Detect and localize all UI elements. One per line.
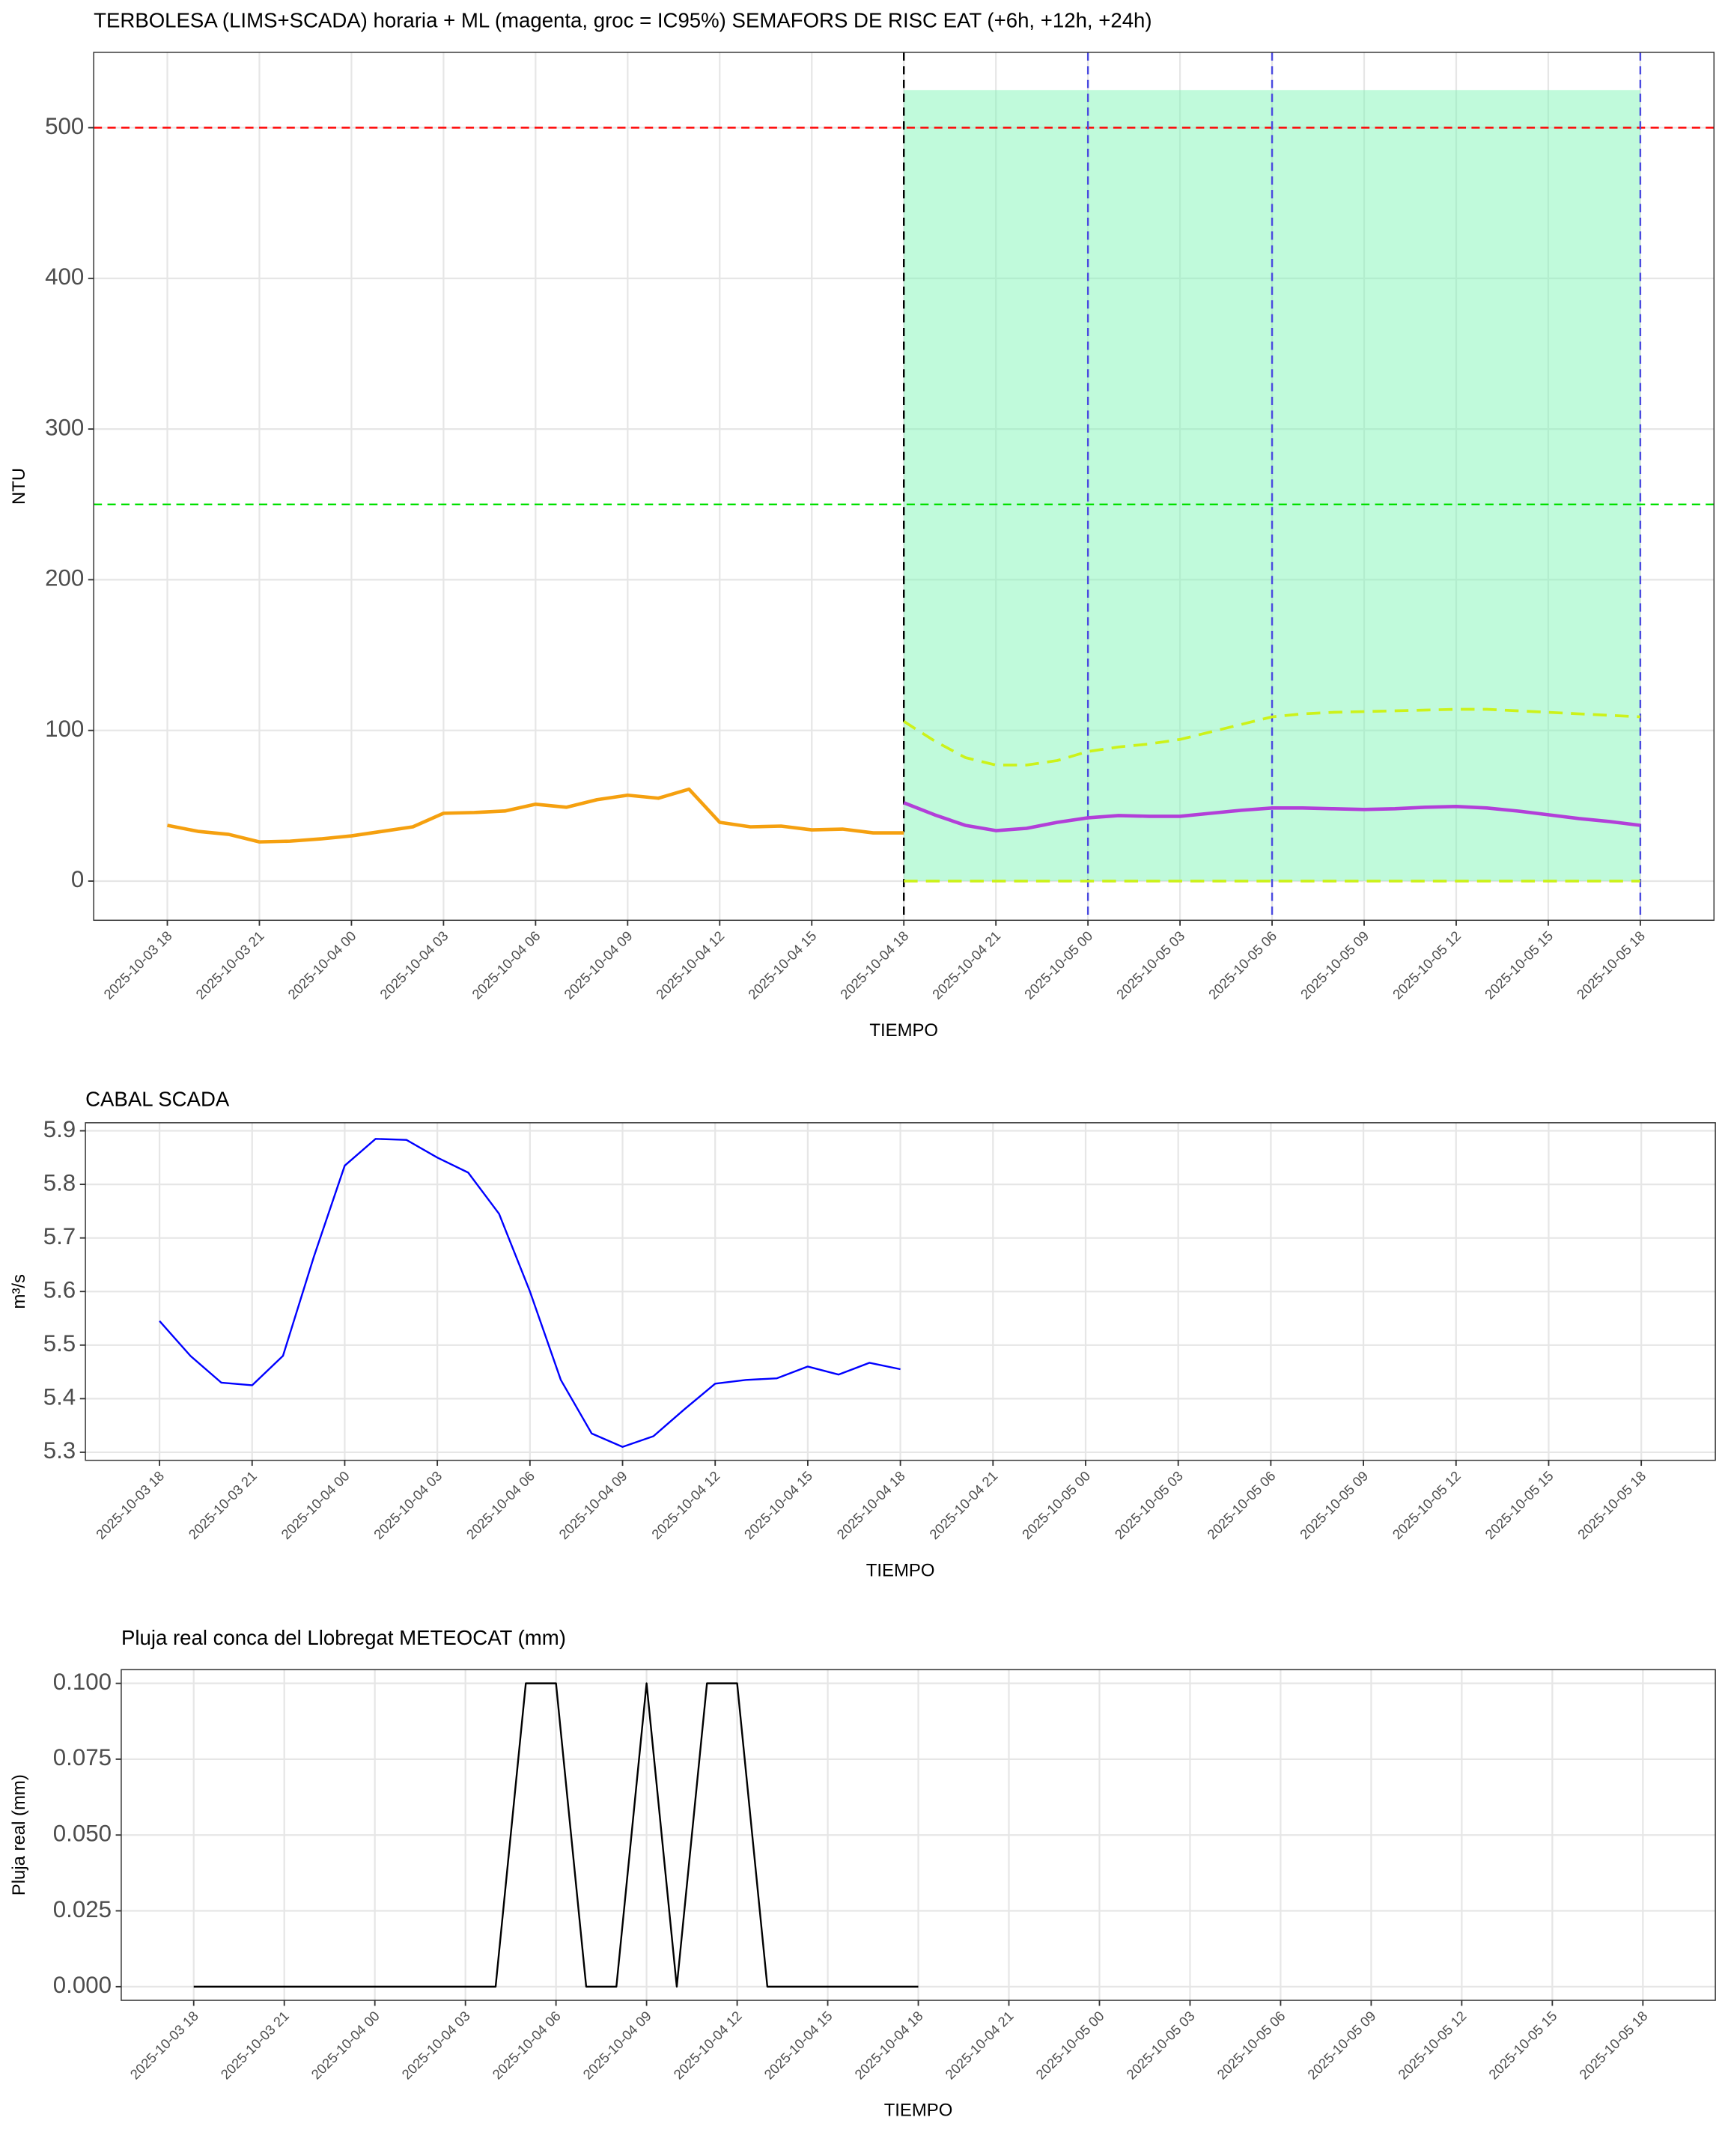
- x-tick-label: 2025-10-04 18: [833, 1468, 907, 1542]
- x-tick-label: 2025-10-05 15: [1485, 2008, 1560, 2082]
- y-axis-title: Pluja real (mm): [9, 1774, 29, 1895]
- x-tick-label: 2025-10-04 18: [837, 928, 911, 1002]
- x-axis-title: TIEMPO: [869, 1020, 938, 1041]
- x-tick-label: 2025-10-03 18: [93, 1468, 167, 1542]
- y-tick-label: 100: [45, 716, 84, 742]
- x-tick-label: 2025-10-04 03: [371, 1468, 445, 1542]
- y-tick-label: 400: [45, 264, 84, 290]
- y-tick-label: 5.7: [43, 1223, 76, 1249]
- x-tick-label: 2025-10-05 09: [1304, 2008, 1378, 2082]
- y-tick-label: 0.100: [53, 1669, 112, 1695]
- x-tick-label: 2025-10-05 09: [1297, 928, 1372, 1002]
- y-tick-label: 5.4: [43, 1384, 76, 1410]
- x-tick-label: 2025-10-04 00: [278, 1468, 352, 1542]
- series-line: [903, 801, 1641, 832]
- x-tick-label: 2025-10-05 09: [1297, 1468, 1371, 1542]
- y-tick-label: 5.9: [43, 1116, 76, 1142]
- x-tick-label: 2025-10-03 18: [127, 2008, 201, 2082]
- x-tick-label: 2025-10-05 12: [1390, 1468, 1464, 1542]
- y-tick-label: 500: [45, 113, 84, 139]
- x-tick-label: 2025-10-04 00: [285, 928, 359, 1002]
- x-tick-label: 2025-10-04 06: [489, 2008, 563, 2082]
- x-tick-label: 2025-10-05 00: [1032, 2008, 1107, 2082]
- x-tick-label: 2025-10-04 15: [745, 928, 819, 1002]
- y-tick-label: 0.075: [53, 1744, 112, 1770]
- x-tick-label: 2025-10-05 06: [1214, 2008, 1288, 2082]
- x-axis-title: TIEMPO: [884, 2101, 953, 2121]
- x-tick-label: 2025-10-04 03: [398, 2008, 472, 2082]
- y-axis-title: m³/s: [9, 1274, 29, 1309]
- x-tick-label: 2025-10-04 12: [653, 928, 727, 1002]
- x-tick-label: 2025-10-04 06: [469, 928, 543, 1002]
- y-tick-label: 0.025: [53, 1896, 112, 1922]
- x-tick-label: 2025-10-03 21: [217, 2008, 291, 2082]
- y-tick-label: 0.050: [53, 1820, 112, 1846]
- y-tick-label: 300: [45, 414, 84, 440]
- x-tick-label: 2025-10-03 18: [100, 928, 174, 1002]
- x-tick-label: 2025-10-05 12: [1395, 2008, 1469, 2082]
- x-tick-label: 2025-10-05 18: [1575, 1468, 1649, 1542]
- x-tick-label: 2025-10-05 18: [1576, 2008, 1650, 2082]
- x-tick-label: 2025-10-04 21: [926, 1468, 1000, 1542]
- x-tick-label: 2025-10-04 15: [741, 1468, 815, 1542]
- x-tick-label: 2025-10-04 00: [308, 2008, 382, 2082]
- x-tick-label: 2025-10-05 12: [1390, 928, 1464, 1002]
- y-tick-label: 0: [71, 866, 84, 892]
- x-tick-label: 2025-10-04 09: [556, 1468, 630, 1542]
- x-tick-label: 2025-10-04 09: [561, 928, 635, 1002]
- y-tick-label: 5.8: [43, 1169, 76, 1196]
- x-tick-label: 2025-10-05 06: [1204, 1468, 1278, 1542]
- x-tick-label: 2025-10-04 21: [929, 928, 1003, 1002]
- panel-border: [85, 1122, 1716, 1461]
- series-line: [167, 787, 904, 844]
- x-tick-label: 2025-10-04 12: [648, 1468, 722, 1542]
- x-tick-label: 2025-10-05 00: [1019, 1468, 1093, 1542]
- y-axis-title: NTU: [9, 468, 29, 505]
- y-tick-label: 5.6: [43, 1277, 76, 1303]
- y-tick-label: 200: [45, 565, 84, 591]
- series-line: [159, 1138, 901, 1448]
- x-tick-label: 2025-10-05 15: [1482, 1468, 1556, 1542]
- y-tick-label: 5.5: [43, 1330, 76, 1356]
- x-tick-label: 2025-10-04 15: [761, 2008, 835, 2082]
- chart-title: TERBOLESA (LIMS+SCADA) horaria + ML (mag…: [94, 9, 1151, 32]
- x-tick-label: 2025-10-05 00: [1021, 928, 1095, 1002]
- x-tick-label: 2025-10-04 03: [377, 928, 451, 1002]
- x-tick-label: 2025-10-04 12: [670, 2008, 744, 2082]
- x-tick-label: 2025-10-05 03: [1123, 2008, 1197, 2082]
- series-line: [193, 1682, 919, 1988]
- y-tick-label: 0.000: [53, 1972, 112, 1998]
- x-tick-label: 2025-10-05 15: [1482, 928, 1556, 1002]
- y-tick-label: 5.3: [43, 1437, 76, 1464]
- panel-border: [93, 52, 1715, 922]
- series-line: [903, 707, 1641, 767]
- x-tick-label: 2025-10-05 18: [1574, 928, 1648, 1002]
- x-tick-label: 2025-10-05 06: [1205, 928, 1280, 1002]
- x-tick-label: 2025-10-05 03: [1113, 928, 1187, 1002]
- x-tick-label: 2025-10-03 21: [192, 928, 267, 1002]
- x-tick-label: 2025-10-03 21: [185, 1468, 259, 1542]
- x-tick-label: 2025-10-04 21: [942, 2008, 1016, 2082]
- x-tick-label: 2025-10-05 03: [1111, 1468, 1185, 1542]
- x-axis-title: TIEMPO: [866, 1560, 935, 1580]
- chart-title: CABAL SCADA: [85, 1088, 230, 1111]
- x-tick-label: 2025-10-04 09: [579, 2008, 654, 2082]
- chart-title: Pluja real conca del Llobregat METEOCAT …: [121, 1626, 566, 1649]
- panel-border: [121, 1669, 1716, 2001]
- x-tick-label: 2025-10-04 18: [851, 2008, 925, 2082]
- x-tick-label: 2025-10-04 06: [463, 1468, 538, 1542]
